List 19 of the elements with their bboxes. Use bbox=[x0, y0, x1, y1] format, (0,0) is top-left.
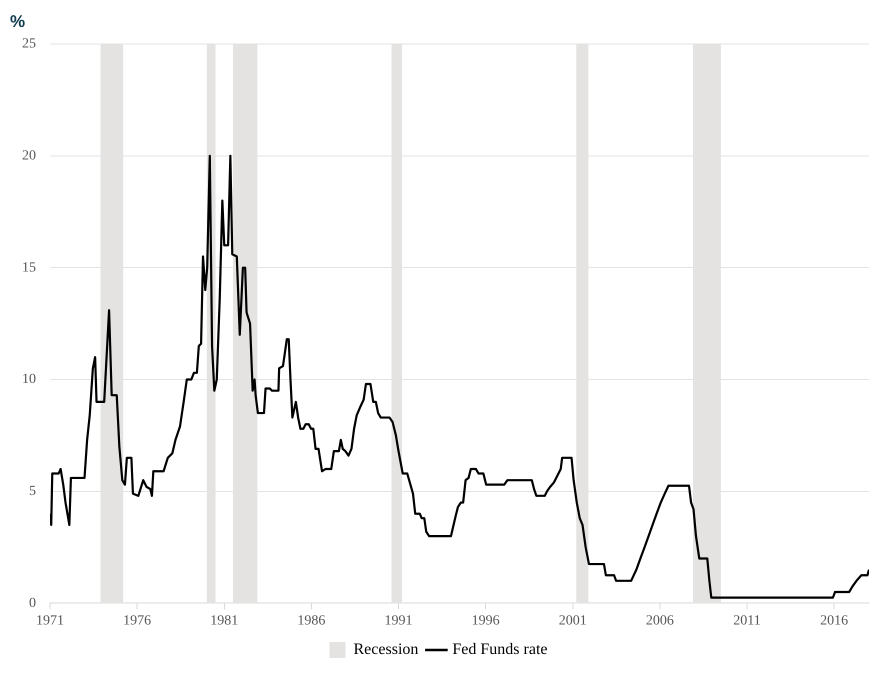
y-tick-label: 25 bbox=[22, 36, 36, 52]
y-axis-title: % bbox=[10, 12, 26, 32]
x-tick-label: 1981 bbox=[210, 613, 238, 628]
x-tick-label: 1996 bbox=[472, 613, 500, 628]
x-tick-label: 2011 bbox=[733, 613, 761, 628]
x-tick-label: 1991 bbox=[384, 613, 413, 628]
y-tick-label: 0 bbox=[29, 596, 36, 611]
x-tick-label: 2016 bbox=[820, 613, 848, 628]
legend-label: Fed Funds rate bbox=[452, 641, 548, 658]
x-tick-label: 1971 bbox=[36, 613, 64, 628]
x-tick-label: 1986 bbox=[297, 613, 326, 628]
y-tick-label: 15 bbox=[22, 260, 36, 276]
y-tick-label: 20 bbox=[22, 148, 36, 164]
x-tick-label: 2006 bbox=[646, 613, 674, 628]
x-tick-label: 1976 bbox=[123, 613, 152, 628]
y-tick-label: 10 bbox=[22, 372, 36, 388]
x-tick-label: 2001 bbox=[558, 613, 587, 628]
y-tick-label: 5 bbox=[29, 484, 36, 500]
legend-label: Recession bbox=[354, 641, 418, 658]
